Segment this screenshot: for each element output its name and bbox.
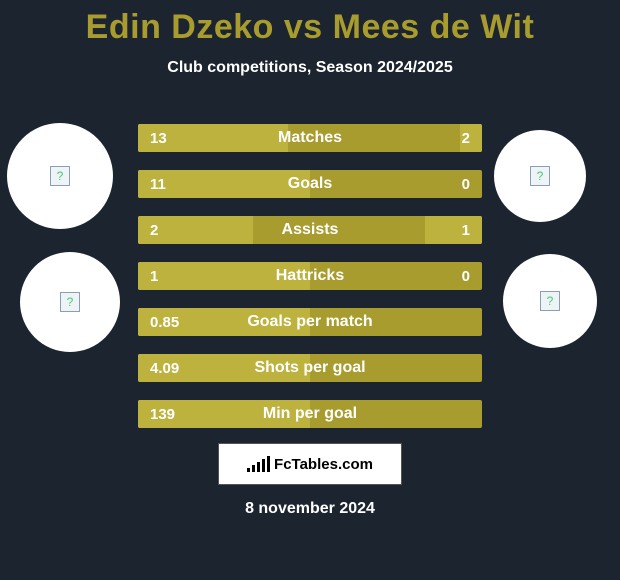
placeholder-image-icon: ? xyxy=(50,166,70,186)
stat-left-value: 13 xyxy=(150,124,167,152)
stat-row: Shots per goal4.09 xyxy=(138,354,482,382)
stat-row: Min per goal139 xyxy=(138,400,482,428)
stat-row: Goals11 0 xyxy=(138,170,482,198)
player1-photo: ? xyxy=(7,123,113,229)
stat-row: Goals per match0.85 xyxy=(138,308,482,336)
page-subtitle: Club competitions, Season 2024/2025 xyxy=(0,59,620,77)
stat-right-value: 2 xyxy=(462,124,470,152)
stat-row: Assists2 1 xyxy=(138,216,482,244)
stat-left-value: 139 xyxy=(150,400,175,428)
stat-right-value: 1 xyxy=(462,216,470,244)
player2-club-logo: ? xyxy=(503,254,597,348)
stat-left-value: 4.09 xyxy=(150,354,179,382)
stat-label: Min per goal xyxy=(138,400,482,428)
brand-bars-icon xyxy=(247,456,270,472)
page-title: Edin Dzeko vs Mees de Wit xyxy=(0,0,620,47)
player2-photo: ? xyxy=(494,130,586,222)
comparison-chart: Matches132Goals110Assists21Hattricks10Go… xyxy=(138,124,482,446)
stat-right-value: 0 xyxy=(462,262,470,290)
player1-club-logo: ? xyxy=(20,252,120,352)
brand-badge: FcTables.com xyxy=(218,443,402,485)
stat-row: Hattricks1 0 xyxy=(138,262,482,290)
stat-left-value: 2 xyxy=(150,216,158,244)
stat-label: Assists xyxy=(138,216,482,244)
stat-right-value: 0 xyxy=(462,170,470,198)
placeholder-image-icon: ? xyxy=(60,292,80,312)
stat-label: Goals per match xyxy=(138,308,482,336)
stat-label: Shots per goal xyxy=(138,354,482,382)
stat-left-value: 11 xyxy=(150,170,166,198)
stat-label: Matches xyxy=(138,124,482,152)
placeholder-image-icon: ? xyxy=(530,166,550,186)
stat-label: Hattricks xyxy=(138,262,482,290)
stat-left-value: 0.85 xyxy=(150,308,179,336)
placeholder-image-icon: ? xyxy=(540,291,560,311)
stat-label: Goals xyxy=(138,170,482,198)
footer-date: 8 november 2024 xyxy=(0,500,620,518)
brand-text: FcTables.com xyxy=(274,456,373,473)
stat-row: Matches13 2 xyxy=(138,124,482,152)
stat-left-value: 1 xyxy=(150,262,158,290)
